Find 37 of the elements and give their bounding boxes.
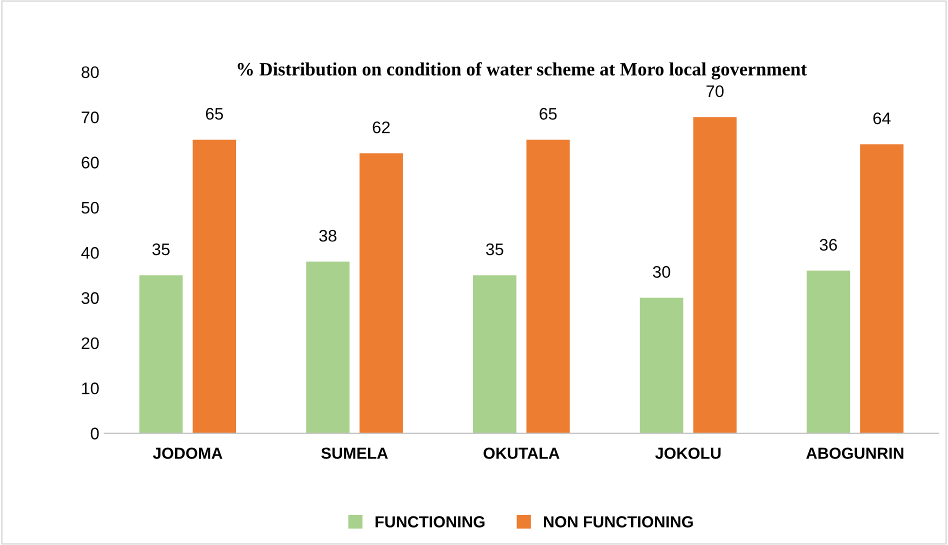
y-tick-label: 10 <box>82 382 99 394</box>
data-label: 62 <box>372 121 390 134</box>
bar <box>360 153 403 434</box>
y-tick-label: 20 <box>82 337 99 350</box>
data-label: 30 <box>652 266 670 278</box>
y-tick-label: 80 <box>82 66 99 78</box>
bar <box>306 262 350 434</box>
bar <box>806 270 850 434</box>
y-tick-label: 0 <box>90 428 99 440</box>
y-tick-label: 40 <box>81 247 99 259</box>
y-tick-label: 50 <box>82 202 99 214</box>
y-tick-label: 70 <box>82 112 99 124</box>
chart-title: % Distribution on condition of water scheme at Moro local government <box>238 62 807 80</box>
x-tick-label: ABOGUNRIN <box>806 448 904 459</box>
x-tick-label: JOKOLU <box>655 448 721 459</box>
data-label: 65 <box>540 108 557 120</box>
y-tick-label: 60 <box>82 156 99 168</box>
data-label: 36 <box>820 238 837 251</box>
bar <box>693 117 737 434</box>
data-label: 70 <box>706 85 724 98</box>
bar <box>192 140 236 434</box>
bar <box>139 275 183 434</box>
legend-label: FUNCTIONING <box>376 516 484 528</box>
x-tick-label: SUMELA <box>321 448 388 459</box>
bar <box>640 298 684 434</box>
bar <box>473 275 516 434</box>
legend-label: NON FUNCTIONING <box>544 516 693 528</box>
data-label: 35 <box>152 243 170 256</box>
data-label: 35 <box>486 243 504 256</box>
bar <box>526 140 570 434</box>
y-tick-label: 30 <box>82 292 99 304</box>
bar <box>860 144 904 434</box>
data-label: 64 <box>873 112 891 124</box>
data-label: 65 <box>206 108 223 120</box>
x-tick-label: OKUTALA <box>484 448 560 459</box>
data-label: 38 <box>319 230 336 242</box>
x-tick-label: JODOMA <box>152 448 222 459</box>
